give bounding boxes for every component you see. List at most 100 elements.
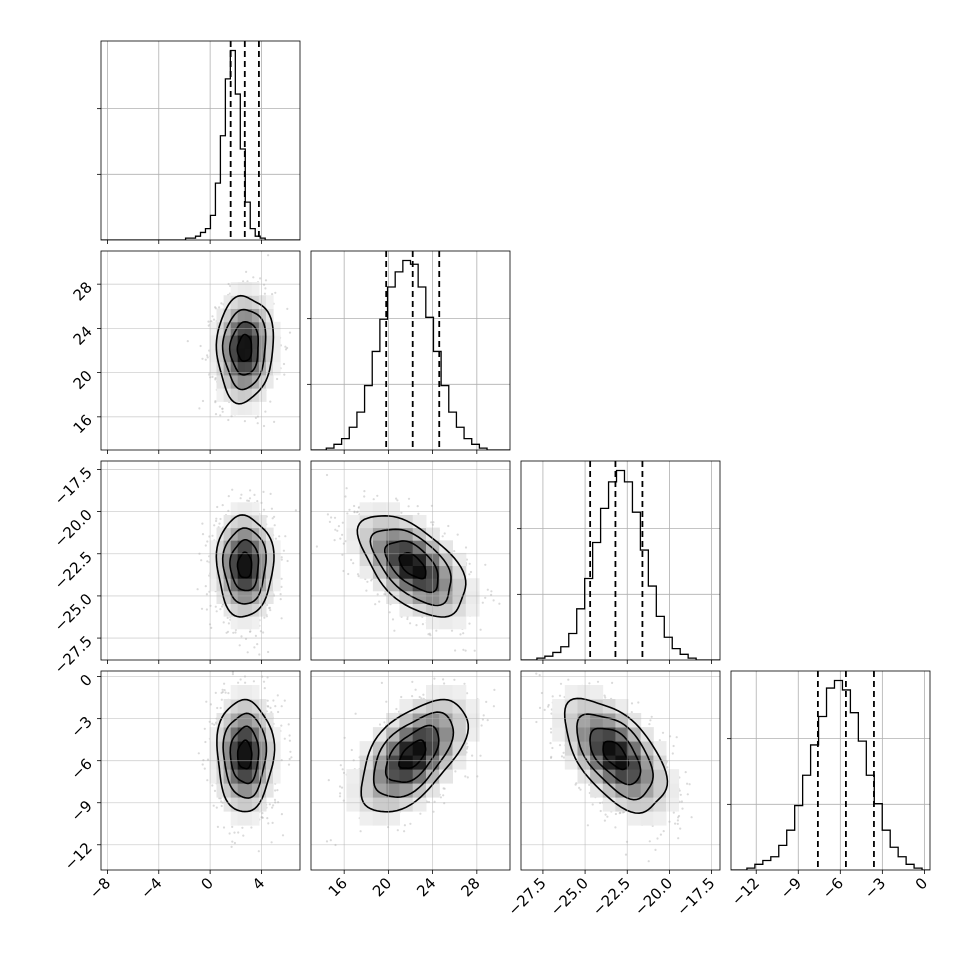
density-cell-1-0-0-2 bbox=[244, 308, 253, 323]
histogram-panel-0 bbox=[97, 40, 301, 241]
density-cell-1-0--4--4 bbox=[216, 388, 225, 402]
point-1-0-1712 bbox=[201, 357, 204, 360]
point-2-1-89 bbox=[492, 599, 495, 602]
density-cell-1-0-1-0 bbox=[251, 335, 260, 349]
density-cell-1-0-4--1 bbox=[273, 348, 281, 363]
point-2-1-193 bbox=[341, 553, 344, 556]
point-2-1-693 bbox=[430, 521, 433, 524]
point-1-0-443 bbox=[269, 400, 272, 403]
point-2-0-1664 bbox=[253, 646, 256, 649]
point-1-0-872 bbox=[214, 378, 217, 381]
point-2-0-99 bbox=[215, 517, 218, 520]
point-2-0-1359 bbox=[249, 630, 252, 633]
density-cell-1-0--5--2 bbox=[209, 361, 218, 376]
point-2-0-514 bbox=[294, 509, 297, 512]
panel-1-0 bbox=[101, 251, 300, 450]
contour-1-0-2 bbox=[221, 308, 267, 391]
point-1-0-543 bbox=[286, 307, 289, 310]
density-cell-2-0--2-1 bbox=[230, 540, 239, 554]
point-1-0-439 bbox=[264, 287, 267, 290]
point-2-0-1662 bbox=[218, 522, 221, 525]
point-2-1-769 bbox=[352, 562, 355, 565]
point-2-0-1612 bbox=[210, 626, 213, 630]
point-1-0-532 bbox=[218, 306, 221, 309]
point-2-0-1295 bbox=[216, 505, 219, 509]
point-1-0-1530 bbox=[284, 345, 287, 348]
point-2-0-663 bbox=[271, 517, 274, 520]
density-cell-2-0--1-4 bbox=[237, 502, 246, 516]
density-1-0 bbox=[209, 282, 281, 416]
point-2-0-1596 bbox=[263, 616, 266, 619]
density-cell-1-0--5--1 bbox=[209, 348, 218, 363]
density-cell-2-0--5-1 bbox=[209, 540, 218, 554]
density-cell-2-0-2-2 bbox=[258, 527, 267, 541]
point-1-0-1604 bbox=[221, 407, 224, 410]
density-cell-1-0--3--1 bbox=[223, 348, 232, 363]
panel-2-0 bbox=[101, 461, 300, 660]
point-2-0-1044 bbox=[269, 492, 272, 495]
point-2-1-371 bbox=[378, 600, 381, 603]
histogram-panel-3 bbox=[727, 670, 931, 871]
density-cell-2-0--5--2 bbox=[209, 578, 218, 592]
point-2-0-620 bbox=[269, 609, 272, 612]
density-cell-2-0--1--4 bbox=[237, 603, 246, 617]
panel-frame-2-0 bbox=[100, 460, 301, 661]
point-2-0-1397 bbox=[240, 493, 243, 496]
point-1-0-0 bbox=[282, 362, 286, 366]
point-2-1-316 bbox=[490, 593, 493, 597]
density-cell-1-0-3--1 bbox=[266, 348, 274, 363]
point-2-1-329 bbox=[363, 495, 366, 498]
point-1-0-743 bbox=[218, 405, 221, 408]
point-2-0-1741 bbox=[273, 524, 276, 527]
density-cell-1-0--1-3 bbox=[237, 295, 246, 309]
point-2-0-1450 bbox=[254, 634, 257, 638]
point-2-0-667 bbox=[200, 607, 204, 610]
point-2-1-646 bbox=[407, 497, 411, 500]
density-cell-2-0-0--5 bbox=[244, 616, 253, 630]
density-cell-1-0--3--3 bbox=[223, 374, 232, 389]
density-cell-1-0-0-3 bbox=[244, 295, 253, 309]
point-2-0-1051 bbox=[266, 603, 269, 607]
density-cell-1-0--1-4 bbox=[237, 282, 246, 296]
density-cell-1-0-2-0 bbox=[258, 335, 267, 349]
point-2-0-1093 bbox=[267, 650, 270, 654]
density-cell-1-0--2--4 bbox=[230, 388, 239, 402]
point-2-0-1127 bbox=[215, 610, 218, 613]
point-2-1-624 bbox=[341, 533, 344, 536]
density-cell-2-0-0--1 bbox=[244, 565, 253, 579]
point-2-1-503 bbox=[366, 580, 369, 583]
point-2-0-1440 bbox=[231, 488, 234, 491]
density-cell-1-0--2--1 bbox=[230, 348, 239, 363]
density-cell-2-0-4--2 bbox=[273, 578, 281, 592]
point-2-1-1039 bbox=[365, 589, 368, 592]
point-2-1-763 bbox=[388, 611, 391, 614]
density-cell-2-0--1-3 bbox=[237, 515, 246, 529]
point-2-0-1418 bbox=[206, 560, 209, 563]
density-cell-1-0-0-4 bbox=[244, 282, 253, 296]
density-cell-2-0-2-1 bbox=[258, 540, 267, 554]
point-1-0-442 bbox=[274, 291, 277, 294]
density-cell-1-0--2-4 bbox=[230, 282, 239, 296]
density-cell-1-0-0--3 bbox=[244, 374, 253, 389]
density-cell-1-0-1--5 bbox=[251, 401, 260, 416]
point-1-0-97 bbox=[186, 340, 189, 343]
density-cell-2-0--3--1 bbox=[223, 565, 232, 579]
point-2-1-322 bbox=[479, 628, 482, 631]
density-cell-1-0--1--1 bbox=[237, 348, 246, 363]
point-1-0-248 bbox=[212, 318, 216, 321]
density-cell-2-0-1-4 bbox=[251, 502, 260, 516]
point-2-1-92 bbox=[344, 540, 347, 543]
point-2-1-822 bbox=[468, 562, 471, 565]
density-cell-2-0--1--1 bbox=[237, 565, 246, 579]
point-2-0-119 bbox=[280, 556, 283, 559]
point-1-0-1788 bbox=[245, 270, 248, 273]
point-2-0-275 bbox=[234, 631, 237, 634]
point-1-0-893 bbox=[267, 254, 270, 257]
point-2-1-635 bbox=[473, 649, 476, 652]
point-2-0-1027 bbox=[248, 497, 252, 500]
contour-1-0-0 bbox=[236, 333, 253, 363]
point-2-1-1131 bbox=[400, 511, 403, 514]
point-2-0-1674 bbox=[279, 593, 282, 596]
density-cell-2-0-1--4 bbox=[251, 603, 260, 617]
density-cell-2-0-0--4 bbox=[244, 603, 253, 617]
